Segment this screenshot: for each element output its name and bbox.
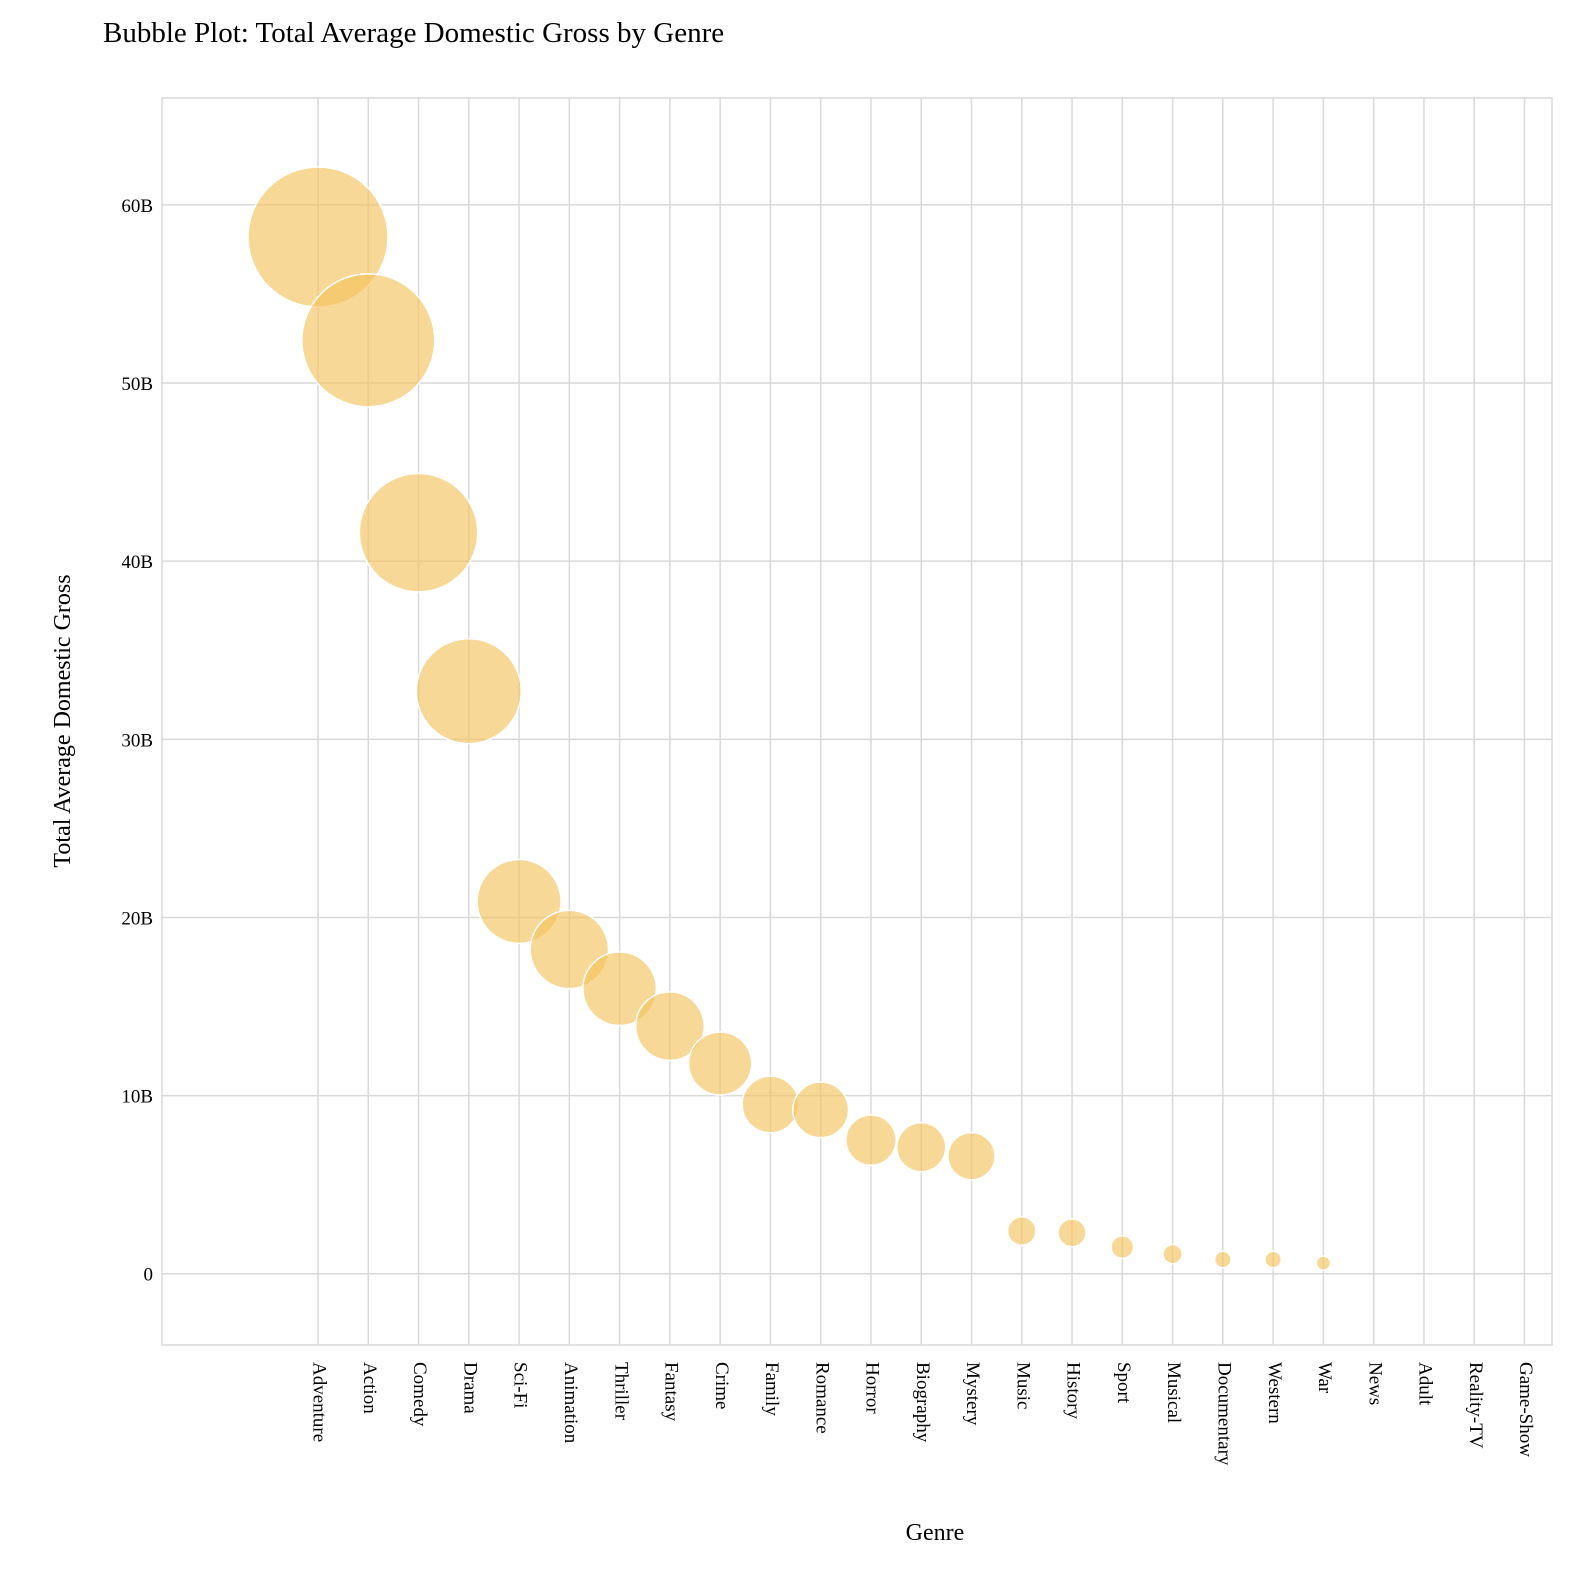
bubble-action[interactable]: [301, 273, 436, 408]
x-tick-label: Adventure: [309, 1362, 330, 1442]
bubble-western[interactable]: [1264, 1250, 1283, 1269]
x-tick-labels: Adventure Action Comedy Drama Sci-Fi Animatio…: [309, 1362, 1536, 1466]
y-tick-label: 10B: [121, 1087, 153, 1108]
x-tick-label: Thriller: [610, 1362, 631, 1421]
x-tick-label: Sci-Fi: [510, 1362, 531, 1408]
x-tick-label: Family: [761, 1362, 782, 1416]
x-tick-label: Game-Show: [1515, 1362, 1536, 1457]
x-tick-label: History: [1063, 1362, 1084, 1420]
x-tick-label: Music: [1012, 1362, 1033, 1410]
bubble-history[interactable]: [1057, 1218, 1087, 1248]
x-tick-label: Biography: [912, 1362, 933, 1443]
x-tick-label: Action: [359, 1362, 380, 1414]
y-axis-title: Total Average Domestic Gross: [50, 574, 76, 867]
bubble-musical[interactable]: [1162, 1243, 1183, 1265]
bubble-crime[interactable]: [687, 1031, 753, 1096]
x-tick-label: War: [1314, 1362, 1335, 1394]
x-tick-label: Reality-TV: [1465, 1362, 1486, 1449]
x-tick-label: Comedy: [409, 1362, 430, 1427]
x-tick-label: Crime: [711, 1362, 732, 1410]
bubble-sport[interactable]: [1110, 1235, 1135, 1260]
y-tick-label: 60B: [121, 196, 153, 217]
bubble-mystery[interactable]: [947, 1131, 996, 1181]
bubble-thriller[interactable]: [582, 951, 658, 1027]
y-tick-label: 50B: [121, 374, 153, 395]
bubble-romance[interactable]: [792, 1081, 850, 1139]
y-tick-label: 20B: [121, 908, 153, 929]
bubble-comedy[interactable]: [358, 472, 479, 593]
chart-title: Bubble Plot: Total Average Domestic Gros…: [103, 17, 724, 49]
y-tick-labels: 0 10B 20B 30B 40B 50B 60B: [121, 196, 153, 1286]
bubble-music[interactable]: [1006, 1216, 1037, 1246]
x-tick-label: News: [1364, 1362, 1385, 1405]
bubble-documentary[interactable]: [1213, 1250, 1232, 1269]
x-tick-label: Musical: [1163, 1362, 1184, 1423]
bubble-horror[interactable]: [845, 1114, 897, 1167]
x-tick-label: Romance: [811, 1362, 832, 1434]
x-tick-label: Animation: [560, 1362, 581, 1444]
y-tick-label: 40B: [121, 552, 153, 573]
x-tick-label: Documentary: [1214, 1362, 1235, 1466]
bubble-war[interactable]: [1315, 1255, 1332, 1271]
x-tick-label: Drama: [459, 1362, 480, 1414]
bubble-drama[interactable]: [415, 637, 523, 745]
y-tick-label: 0: [144, 1265, 154, 1286]
plot-frame: [161, 97, 1553, 1346]
x-tick-label: Mystery: [962, 1362, 983, 1426]
x-tick-label: Sport: [1113, 1362, 1134, 1404]
bubble-family[interactable]: [741, 1075, 800, 1134]
y-tick-label: 30B: [121, 730, 153, 751]
bubble-biography[interactable]: [896, 1122, 947, 1173]
x-axis-title: Genre: [906, 1520, 965, 1546]
bubble-fantasy[interactable]: [634, 991, 705, 1062]
bubble-layer: [247, 166, 1332, 1271]
x-tick-label: Western: [1264, 1362, 1285, 1424]
x-tick-label: Horror: [862, 1362, 883, 1414]
bubble-sci-fi[interactable]: [476, 858, 562, 945]
x-tick-label: Adult: [1415, 1362, 1436, 1406]
x-tick-label: Fantasy: [661, 1362, 682, 1422]
